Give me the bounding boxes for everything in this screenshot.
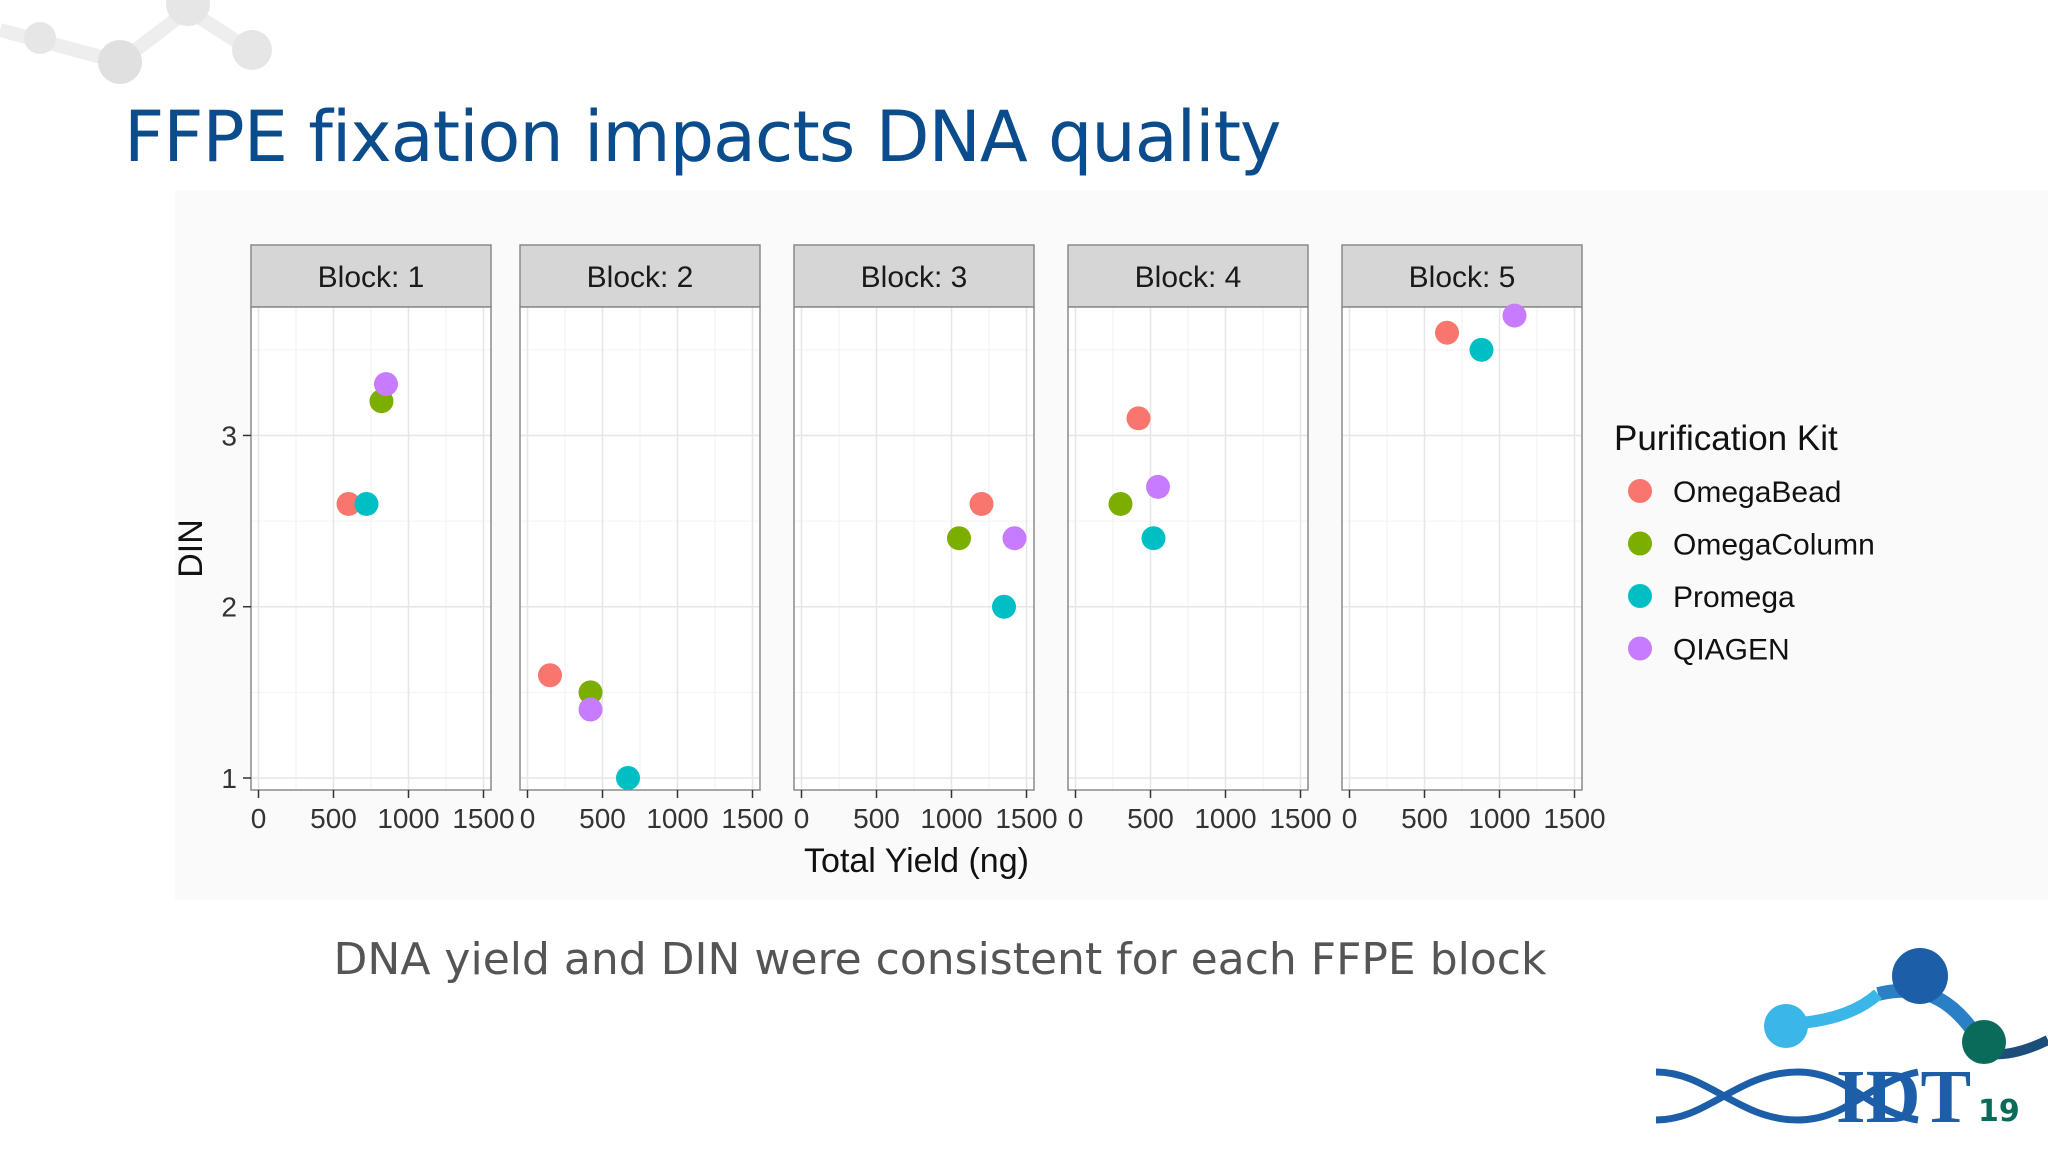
- slide-title: FFPE fixation impacts DNA quality: [124, 96, 1281, 178]
- data-point-omegabead: [969, 491, 994, 516]
- x-tick-label: 1500: [721, 803, 783, 834]
- data-point-omegacolumn: [1108, 491, 1133, 516]
- x-tick-label: 1500: [452, 803, 514, 834]
- x-tick-label: 1000: [1194, 803, 1256, 834]
- data-point-promega: [1141, 526, 1166, 551]
- facet-border: [1341, 306, 1583, 791]
- x-tick-label: 1000: [377, 803, 439, 834]
- data-point-qiagen: [578, 697, 603, 722]
- facet-strip: [250, 244, 492, 308]
- legend-label: QIAGEN: [1673, 634, 1790, 667]
- x-tick-label: 500: [310, 803, 357, 834]
- facet-label: Block: 4: [1135, 261, 1242, 294]
- data-point-qiagen: [374, 372, 398, 397]
- facet-strip: [519, 244, 761, 308]
- facet-border: [519, 306, 761, 791]
- y-tick-label: 3: [221, 420, 237, 451]
- slide-caption: DNA yield and DIN were consistent for ea…: [333, 934, 1547, 985]
- x-tick-label: 500: [579, 803, 626, 834]
- logo-text: IDT: [1836, 1055, 1971, 1139]
- facet-label: Block: 2: [587, 261, 694, 294]
- x-tick-label: 1000: [920, 803, 982, 834]
- x-tick-label: 1000: [646, 803, 708, 834]
- facet-border: [1067, 306, 1309, 791]
- legend-label: Promega: [1673, 581, 1795, 614]
- x-tick-label: 1500: [1543, 803, 1605, 834]
- facet-label: Block: 1: [318, 261, 425, 294]
- decorative-molecule-graphic: [0, 0, 272, 84]
- data-point-omegabead: [336, 491, 361, 516]
- x-tick-label: 0: [1068, 803, 1084, 834]
- data-point-omegacolumn: [578, 680, 603, 705]
- x-tick-label: 0: [794, 803, 810, 834]
- facet-border: [793, 306, 1035, 791]
- legend-key-promega: [1628, 584, 1652, 608]
- legend-title: Purification Kit: [1614, 419, 1838, 458]
- data-point-promega: [1469, 337, 1494, 362]
- legend-label: OmegaBead: [1673, 476, 1841, 509]
- data-point-qiagen: [1502, 303, 1527, 328]
- x-tick-label: 500: [1127, 803, 1174, 834]
- x-tick-label: 0: [520, 803, 536, 834]
- y-axis-title: DIN: [172, 519, 210, 578]
- data-point-promega: [616, 766, 640, 791]
- slide-number: 19: [1978, 1094, 2020, 1129]
- x-axis-title: Total Yield (ng): [804, 842, 1029, 880]
- legend-key-omegabead: [1628, 479, 1652, 503]
- facet-strip: [793, 244, 1035, 308]
- x-tick-label: 1000: [1468, 803, 1530, 834]
- facet-label: Block: 5: [1409, 261, 1516, 294]
- data-point-qiagen: [1002, 526, 1027, 551]
- data-point-promega: [354, 491, 379, 516]
- idt-logo: IDT: [1655, 948, 2048, 1139]
- y-tick-label: 2: [221, 592, 237, 623]
- data-point-omegabead: [538, 663, 562, 688]
- data-point-omegabead: [1435, 320, 1459, 345]
- x-tick-label: 0: [251, 803, 267, 834]
- facet-label: Block: 3: [861, 261, 968, 294]
- x-tick-label: 500: [1401, 803, 1448, 834]
- legend-key-qiagen: [1628, 636, 1652, 661]
- x-tick-label: 1500: [995, 803, 1057, 834]
- facet-strip: [1067, 244, 1309, 308]
- data-point-qiagen: [1146, 474, 1170, 499]
- y-tick-label: 1: [221, 763, 237, 794]
- data-point-omegabead: [1126, 406, 1151, 431]
- x-tick-label: 500: [853, 803, 900, 834]
- facet-border: [250, 306, 492, 791]
- x-tick-label: 1500: [1269, 803, 1331, 834]
- legend-key-omegacolumn: [1628, 531, 1652, 556]
- legend-label: OmegaColumn: [1673, 529, 1875, 562]
- data-point-omegacolumn: [947, 526, 971, 551]
- x-tick-label: 0: [1342, 803, 1358, 834]
- facet-strip: [1341, 244, 1583, 308]
- data-point-promega: [992, 594, 1016, 619]
